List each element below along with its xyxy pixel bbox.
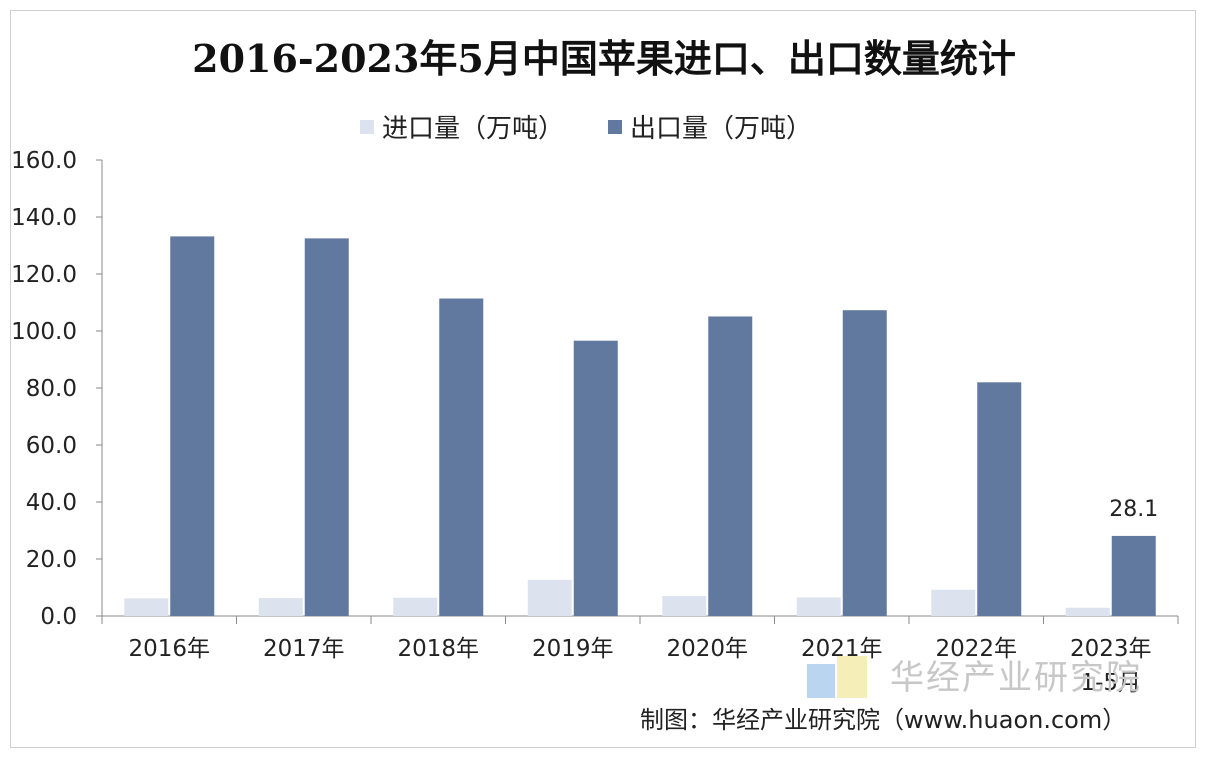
data-label: 28.1 bbox=[1109, 497, 1158, 522]
legend-swatch-import bbox=[360, 119, 374, 134]
y-tick-label: 60.0 bbox=[26, 433, 77, 459]
legend-label-import: 进口量（万吨） bbox=[382, 114, 565, 144]
y-tick-label: 40.0 bbox=[26, 490, 77, 516]
x-tick-label: 2019年 bbox=[532, 636, 614, 662]
y-tick-label: 100.0 bbox=[11, 319, 77, 345]
bar-export bbox=[842, 310, 887, 616]
x-tick-label: 2022年 bbox=[935, 636, 1017, 662]
bar-import bbox=[393, 597, 438, 616]
bar-import bbox=[796, 597, 841, 616]
y-tick-label: 140.0 bbox=[11, 205, 77, 231]
bar-export bbox=[977, 382, 1022, 616]
bar-import bbox=[1065, 607, 1110, 616]
source-credit: 制图：华经产业研究院（www.huaon.com） bbox=[640, 706, 1127, 734]
bar-import bbox=[258, 598, 303, 616]
bar-export bbox=[439, 298, 484, 616]
bar-export bbox=[1111, 535, 1156, 616]
legend: 进口量（万吨） 出口量（万吨） bbox=[360, 108, 812, 145]
y-tick-label: 160.0 bbox=[11, 148, 77, 174]
bar-export bbox=[573, 340, 618, 616]
bar-import bbox=[662, 596, 707, 616]
chart-title: 2016-2023年5月中国苹果进口、出口数量统计 bbox=[192, 36, 1016, 81]
bar-export bbox=[304, 238, 349, 616]
y-tick-label: 80.0 bbox=[26, 376, 77, 402]
x-tick-label: 2016年 bbox=[128, 636, 210, 662]
x-tick-label: 2018年 bbox=[397, 636, 479, 662]
bar-export bbox=[708, 316, 753, 616]
y-tick-label: 0.0 bbox=[40, 604, 77, 630]
bar-import bbox=[527, 579, 572, 616]
legend-swatch-export bbox=[608, 119, 623, 134]
x-tick-label: 2023年 bbox=[1070, 636, 1152, 662]
legend-item-import: 进口量（万吨） bbox=[360, 108, 564, 145]
x-tick-label: 1-5月 bbox=[1080, 670, 1141, 696]
bar-import bbox=[931, 589, 976, 616]
bar-import bbox=[124, 598, 169, 616]
x-tick-label: 2020年 bbox=[666, 636, 748, 662]
watermark-logo-icon bbox=[807, 656, 867, 698]
y-tick-label: 120.0 bbox=[11, 262, 77, 288]
y-tick-label: 20.0 bbox=[26, 547, 77, 573]
watermark-text: 华经产业研究院 bbox=[890, 658, 1142, 698]
legend-label-export: 出口量（万吨） bbox=[630, 114, 813, 144]
x-tick-label: 2017年 bbox=[263, 636, 345, 662]
legend-item-export: 出口量（万吨） bbox=[608, 108, 812, 145]
bar-export bbox=[170, 236, 215, 616]
